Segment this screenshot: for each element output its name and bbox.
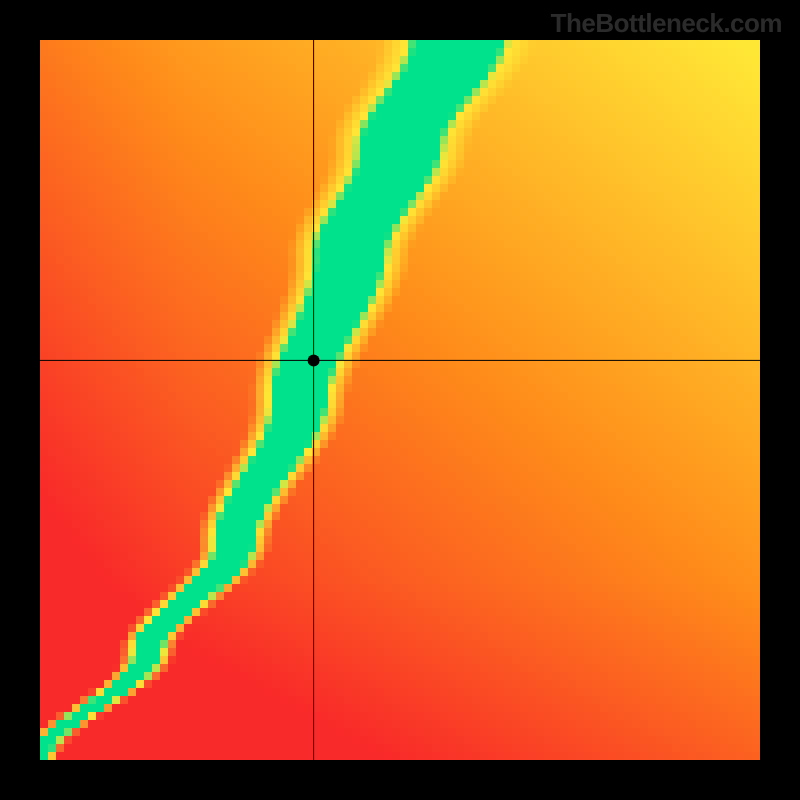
bottleneck-heatmap: [40, 40, 760, 760]
root: TheBottleneck.com: [0, 0, 800, 800]
watermark-text: TheBottleneck.com: [551, 8, 782, 39]
